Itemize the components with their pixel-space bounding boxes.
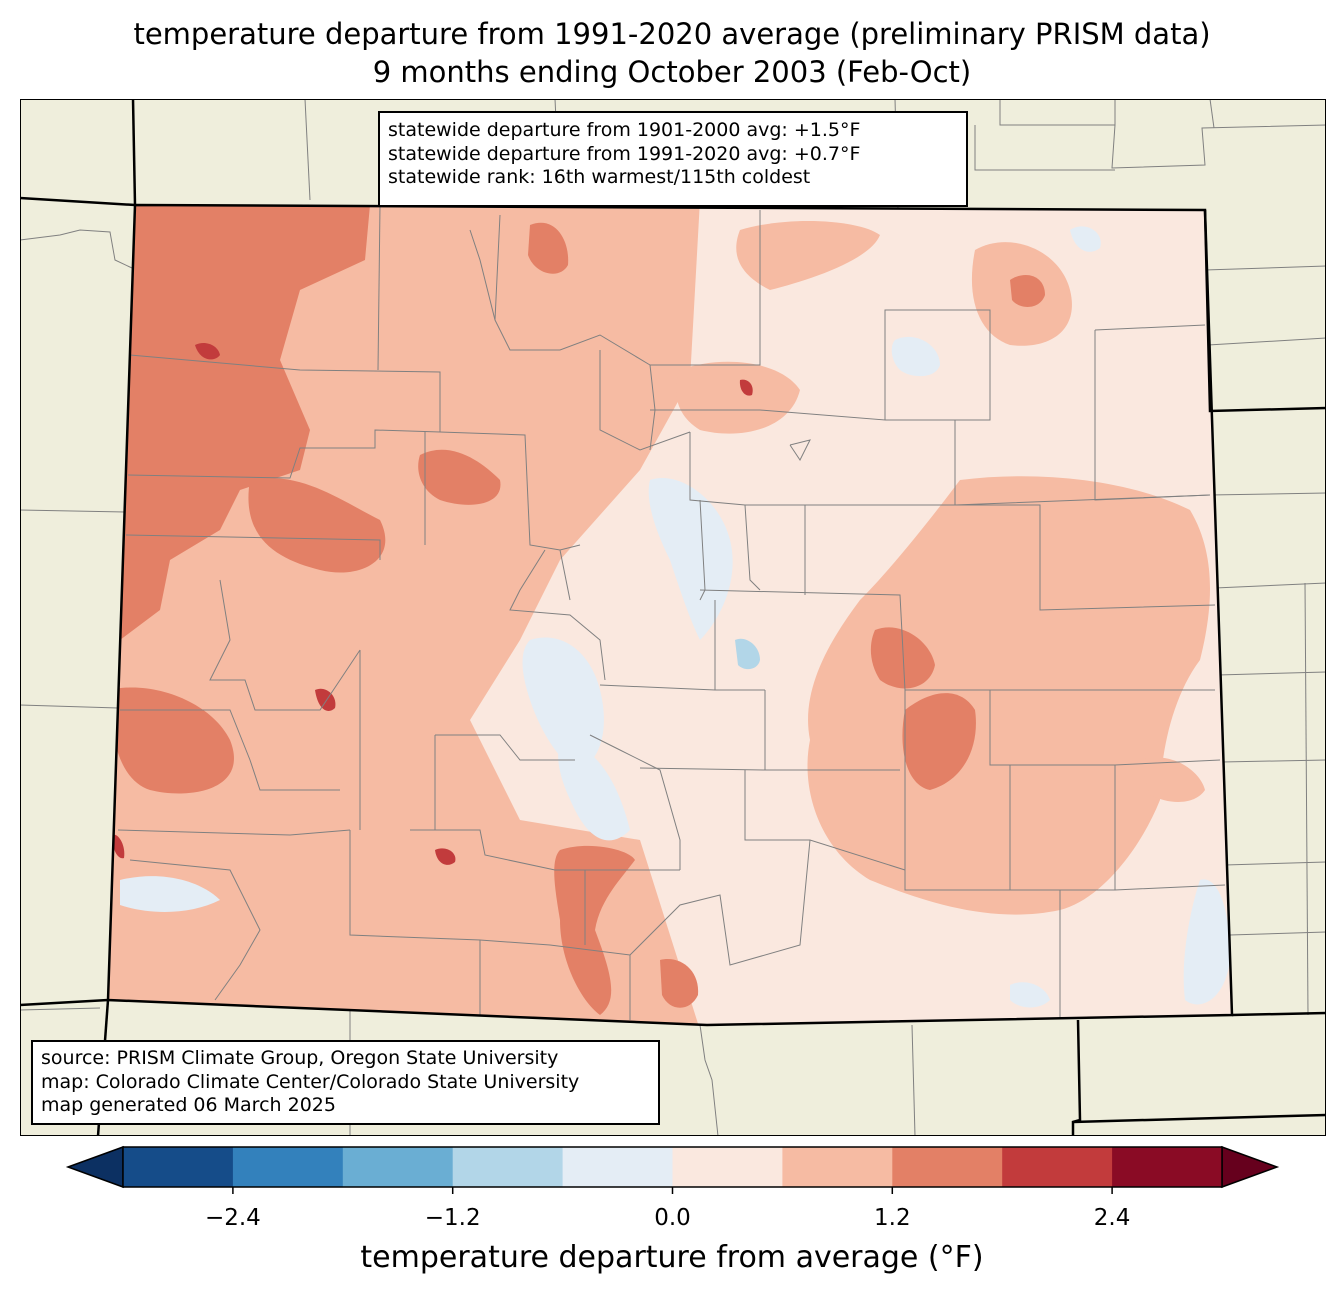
contour-warmer-huerfano [554, 845, 635, 1015]
contour-hot-southwest [112, 834, 125, 859]
colorado-county-lines [117, 205, 1226, 1020]
colorbar-segment [452, 1147, 564, 1187]
contour-cool-san-luis [522, 637, 604, 770]
colorbar-segment [232, 1147, 344, 1187]
colorbar-tick-label: 1.2 [874, 1205, 911, 1231]
contour-warmer-northeast [1010, 275, 1045, 307]
source-line: source: PRISM Climate Group, Oregon Stat… [41, 1047, 559, 1069]
colorbar-segment [123, 1147, 234, 1187]
contour-warm-eastern-plains [807, 476, 1210, 915]
colorbar [65, 1145, 1280, 1194]
contour-warm-larimer [676, 361, 800, 434]
map-credit-line: map: Colorado Climate Center/Colorado St… [41, 1070, 580, 1093]
colorbar-overflow-extension [1221, 1145, 1280, 1189]
map-title-line2: 9 months ending October 2003 (Feb-Oct) [372, 55, 972, 89]
colorbar-tick-label: 2.4 [1093, 1205, 1131, 1231]
contour-cooler-colorado-springs [735, 638, 760, 670]
contour-warmer-southwest [110, 687, 234, 794]
contour-cool-se-corner [1183, 879, 1230, 1005]
stats-rank: statewide rank: 16th warmest/115th colde… [388, 166, 811, 188]
stats-departure-1991-2020: statewide departure from 1991-2020 avg: … [388, 142, 861, 165]
stats-departure-1901-2000: statewide departure from 1901-2000 avg: … [388, 119, 861, 141]
contour-cool-south-border [1010, 982, 1050, 1008]
contour-warmer-northwest [120, 205, 370, 640]
contour-cool-upper-arkansas [558, 740, 630, 841]
statewide-stats-box: statewide departure from 1901-2000 avg: … [378, 111, 968, 207]
contour-hot-san-juan [435, 848, 456, 865]
contour-cool-northeast-spot [1070, 226, 1101, 252]
contour-cool-northeast [891, 336, 940, 377]
contour-warm-north-border [736, 220, 880, 290]
colorbar-segment [672, 1147, 783, 1187]
colorbar-underflow-extension [65, 1145, 124, 1189]
contour-hot-northwest [195, 343, 220, 360]
colorbar-segment [342, 1147, 454, 1187]
colorbar-segment [782, 1147, 893, 1187]
source-credits-box: source: PRISM Climate Group, Oregon Stat… [31, 1040, 660, 1125]
contour-cool-front-range [648, 478, 733, 640]
contour-warmer-arkansas-valley [902, 693, 976, 790]
colorbar-label: temperature departure from average (°F) [360, 1240, 984, 1275]
colorado-boundary [106, 203, 1234, 1027]
generated-date-line: map generated 06 March 2025 [41, 1094, 336, 1116]
contour-hot-ne-spot [739, 379, 753, 396]
contour-warmer-west-center [248, 478, 386, 573]
colorbar-tick-label: −2.4 [204, 1205, 261, 1231]
colorbar-tick-label: 0.0 [654, 1205, 691, 1231]
contour-warmer-north [528, 222, 569, 274]
contour-warm-southeast-corner [1140, 757, 1205, 802]
map-title-line1: temperature departure from 1991-2020 ave… [133, 17, 1211, 51]
colorbar-tick-label: −1.2 [424, 1205, 481, 1231]
contour-cool-southwest [120, 876, 220, 912]
contour-warmer-las-animas [660, 959, 699, 1008]
contour-warmer-north-central [418, 449, 501, 505]
colorbar-segment [562, 1147, 673, 1187]
colorado-temperature-map [20, 99, 1326, 1136]
colorbar-segment [1002, 1147, 1113, 1187]
colorbar-segment [892, 1147, 1003, 1187]
colorbar-segment [1112, 1147, 1223, 1187]
temperature-anomaly-contours [108, 205, 1230, 1025]
